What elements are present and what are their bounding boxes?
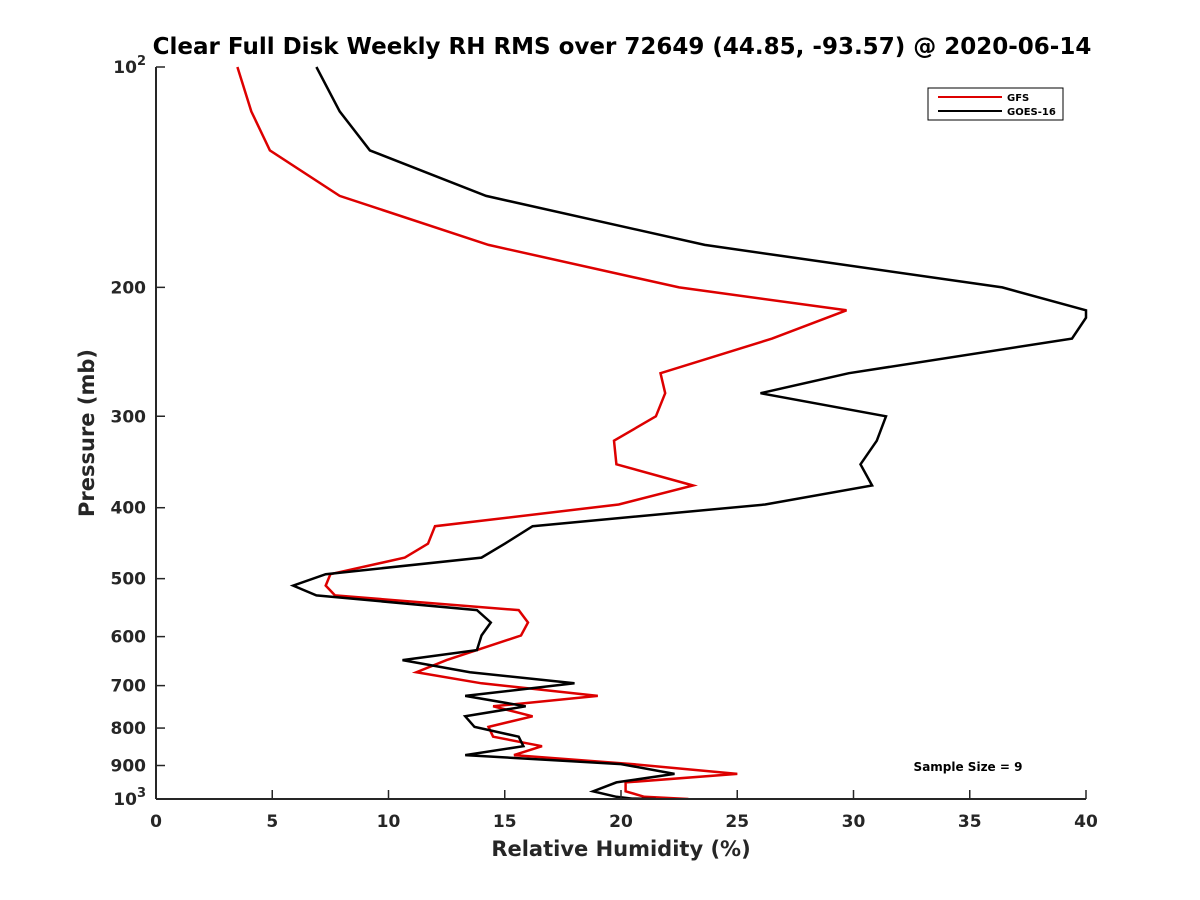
plot-area (156, 66, 1088, 800)
sample-size-annotation: Sample Size = 9 (914, 760, 1023, 774)
x-tick-label: 30 (842, 812, 866, 832)
y-axis-label: Pressure (mb) (75, 349, 99, 517)
x-axis-label: Relative Humidity (%) (491, 837, 750, 861)
y-tick-label: 400 (111, 499, 147, 519)
legend: GFS GOES-16 (927, 87, 1064, 121)
y-tick-label: 600 (111, 628, 147, 648)
chart-title: Clear Full Disk Weekly RH RMS over 72649… (153, 34, 1092, 60)
x-tick-label: 0 (150, 812, 162, 832)
x-tick-label: 25 (725, 812, 749, 832)
x-tick-label: 40 (1074, 812, 1098, 832)
y-tick-label: 103 (113, 786, 146, 810)
series-line-goes16 (289, 66, 1088, 800)
series-line-gfs (236, 66, 847, 800)
x-tick-label: 15 (493, 812, 517, 832)
y-tick-label: 700 (111, 677, 147, 697)
y-tick-label: 102 (113, 54, 146, 78)
x-tick-label: 35 (958, 812, 982, 832)
legend-box (927, 87, 1064, 121)
legend-label-goes16: GOES-16 (1007, 107, 1056, 118)
y-tick-label: 200 (111, 278, 147, 298)
x-tick-label: 20 (609, 812, 633, 832)
x-tick-label: 5 (266, 812, 278, 832)
y-tick-label: 900 (111, 757, 147, 777)
series-layer (236, 66, 1088, 800)
y-tick-label: 800 (111, 719, 147, 739)
plot-background (156, 67, 1086, 799)
y-tick-label: 300 (111, 407, 147, 427)
y-tick-label: 500 (111, 570, 147, 590)
axes-layer: 0 5 10 15 20 25 30 35 40 102 200 300 400 500 600 700 800… (111, 54, 1098, 832)
x-tick-label: 10 (377, 812, 401, 832)
legend-label-gfs: GFS (1007, 93, 1029, 104)
